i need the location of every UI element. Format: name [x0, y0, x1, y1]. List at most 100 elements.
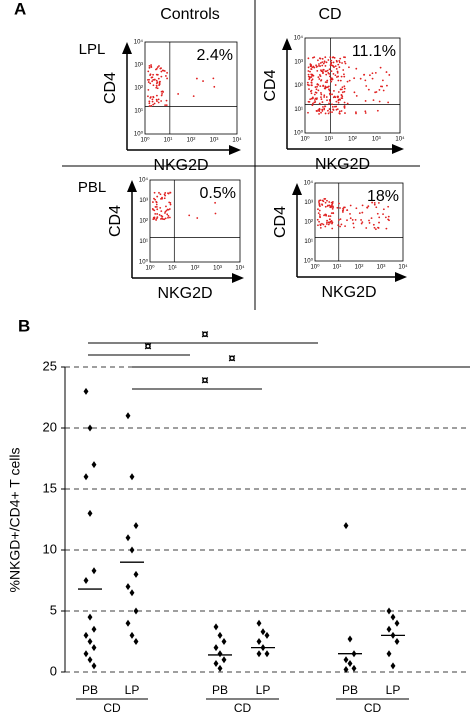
event-dot [364, 100, 367, 102]
event-dot [343, 101, 346, 104]
event-dot [318, 108, 321, 111]
event-dot [155, 98, 158, 101]
event-dot [328, 218, 331, 221]
x-tick-label: LP [125, 683, 140, 697]
event-dot [157, 77, 160, 80]
event-dot [153, 102, 156, 105]
event-dot [310, 92, 313, 95]
event-dot [331, 105, 334, 108]
event-dot [375, 206, 378, 209]
event-dot [331, 221, 334, 224]
event-dot [161, 196, 163, 199]
event-dot [335, 100, 338, 103]
event-dot [328, 89, 331, 92]
data-point [125, 583, 131, 591]
event-dot [159, 80, 161, 83]
data-point [264, 631, 270, 639]
arrow-head [127, 180, 137, 192]
event-dot [376, 109, 379, 112]
x-tick-label: 10⁰ [145, 265, 155, 272]
event-dot [337, 79, 340, 82]
x-tick-label: 10³ [377, 265, 386, 271]
event-dot [308, 88, 310, 91]
x-tick-label: 10² [348, 137, 357, 143]
event-dot [328, 68, 331, 71]
arrow-head [395, 272, 407, 282]
event-dot [361, 204, 364, 207]
data-point [91, 567, 97, 575]
x-tick-label: PB [82, 683, 98, 697]
event-dot [148, 102, 151, 105]
data-point [87, 509, 93, 517]
event-dot [334, 65, 337, 68]
x-axis-label: NKG2D [315, 156, 370, 173]
event-dot [346, 209, 348, 211]
data-point [87, 638, 93, 645]
y-tick-label: 20 [43, 419, 57, 434]
event-dot [324, 105, 327, 108]
event-dot [355, 111, 357, 114]
event-dot [330, 64, 333, 67]
event-dot [153, 197, 155, 200]
event-dot [349, 217, 352, 220]
y-tick-label: 10¹ [304, 239, 313, 245]
data-point [347, 659, 353, 667]
y-tick-label: 0 [50, 663, 57, 678]
x-tick-label: PB [212, 683, 228, 697]
event-dot [320, 98, 323, 101]
event-dot [355, 207, 358, 210]
event-dot [151, 80, 154, 83]
data-point [125, 534, 131, 542]
event-dot [323, 61, 326, 63]
column-title: Controls [160, 6, 220, 23]
event-dot [309, 65, 312, 68]
plot-frame [314, 182, 404, 262]
event-dot [373, 203, 376, 206]
event-dot [327, 223, 330, 226]
event-dot [341, 62, 343, 64]
data-point [256, 650, 262, 658]
event-dot [156, 66, 159, 69]
event-dot [378, 100, 381, 103]
event-dot [343, 73, 345, 76]
event-dot [337, 91, 340, 93]
event-dot [348, 66, 350, 69]
event-dot [315, 64, 317, 67]
event-dot [195, 77, 198, 80]
event-dot [167, 192, 169, 195]
event-dot [309, 70, 311, 73]
event-dot [313, 93, 316, 96]
event-dot [308, 100, 311, 103]
event-dot [148, 105, 151, 107]
event-dot [165, 104, 168, 107]
event-dot [151, 207, 154, 210]
event-dot [353, 77, 356, 80]
event-dot [166, 213, 169, 216]
event-dot [319, 57, 322, 60]
event-dot [368, 222, 371, 224]
event-dot [330, 219, 333, 222]
x-axis-label: NKG2D [321, 284, 376, 301]
event-dot [317, 76, 320, 79]
event-dot [320, 111, 322, 114]
event-dot [156, 100, 158, 103]
event-dot [159, 206, 162, 209]
data-point [129, 473, 135, 481]
data-point [394, 619, 400, 627]
event-dot [343, 206, 346, 209]
event-dot [314, 97, 317, 100]
event-dot [317, 59, 319, 62]
x-tick-label: 10² [191, 266, 200, 272]
data-point [129, 546, 135, 554]
event-dot [339, 88, 342, 91]
data-point [213, 659, 219, 667]
event-dot [310, 68, 313, 71]
event-dot [149, 96, 152, 99]
event-dot [196, 217, 199, 219]
event-dot [165, 99, 168, 102]
event-dot [344, 225, 346, 228]
event-dot [147, 95, 149, 98]
event-dot [330, 201, 333, 204]
event-dot [322, 84, 325, 87]
x-tick-label: LP [256, 683, 271, 697]
